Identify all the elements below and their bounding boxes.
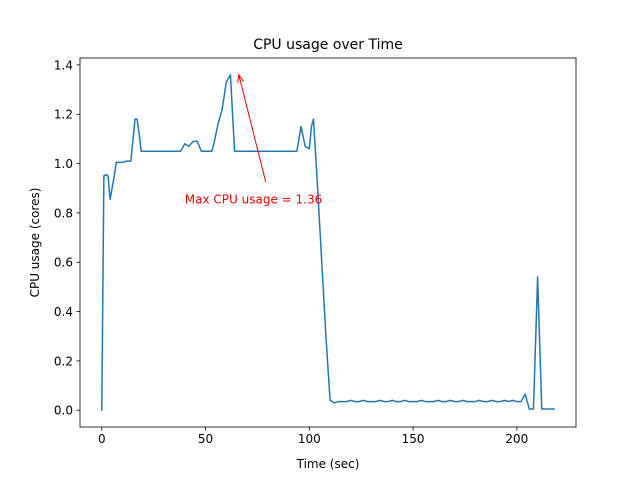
y-tick-label: 0.4 [54,305,73,319]
y-tick-label: 0.0 [54,404,73,418]
annotation-label: Max CPU usage = 1.36 [185,192,322,206]
y-tick-label: 1.2 [54,108,73,122]
y-tick-label: 1.4 [54,58,73,72]
y-axis-title: CPU usage (cores) [28,188,42,298]
x-tick-label: 100 [298,432,321,446]
x-axis: 0 50 100 150 200 [98,427,528,446]
cpu-usage-line [101,74,555,411]
axes-frame [79,57,577,428]
x-axis-title: Time (sec) [296,457,360,471]
x-tick-label: 150 [402,432,425,446]
x-tick-label: 200 [505,432,528,446]
max-annotation: Max CPU usage = 1.36 [185,73,322,206]
chart-title: CPU usage over Time [253,37,403,53]
y-tick-label: 0.8 [54,206,73,220]
annotation-arrowhead [237,73,244,83]
y-axis: 0.0 0.2 0.4 0.6 0.8 1.0 1.2 1.4 [54,58,80,418]
plot-area [101,74,555,411]
x-tick-label: 0 [98,432,106,446]
annotation-arrow [238,74,267,183]
y-tick-label: 0.2 [54,354,73,368]
x-tick-label: 50 [198,432,213,446]
y-tick-label: 1.0 [54,157,73,171]
y-tick-label: 0.6 [54,256,73,270]
